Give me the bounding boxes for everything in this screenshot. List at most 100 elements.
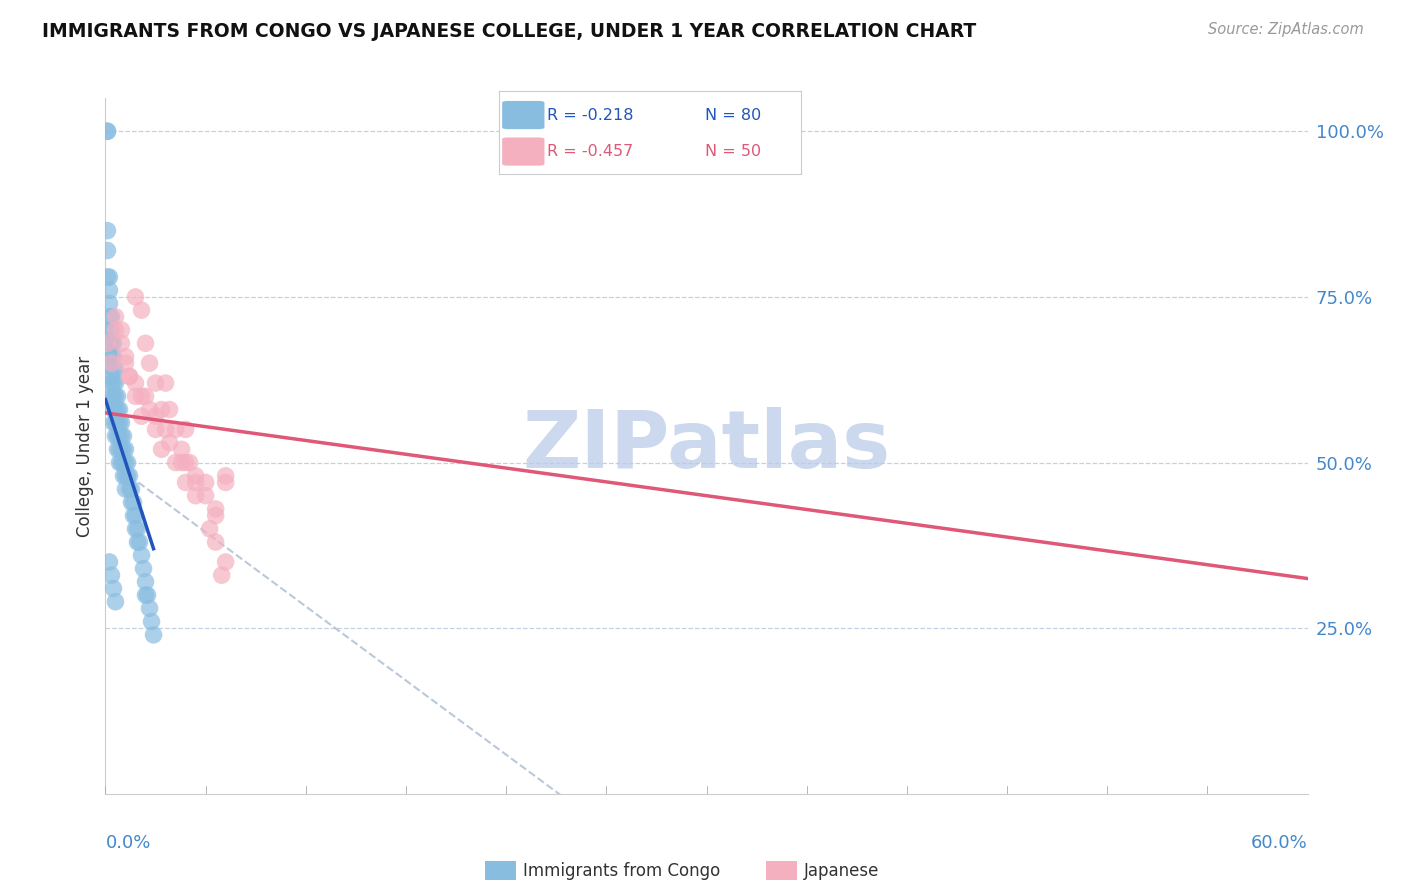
Point — [132, 561, 155, 575]
Point — [117, 468, 139, 483]
Point — [211, 568, 233, 582]
Point — [110, 323, 132, 337]
Point — [174, 422, 197, 436]
Point — [170, 456, 193, 470]
Point — [184, 475, 207, 490]
FancyBboxPatch shape — [502, 101, 544, 129]
Point — [104, 363, 127, 377]
Text: 60.0%: 60.0% — [1251, 834, 1308, 852]
Point — [100, 568, 122, 582]
Point — [184, 468, 207, 483]
Text: Source: ZipAtlas.com: Source: ZipAtlas.com — [1208, 22, 1364, 37]
Point — [100, 369, 122, 384]
Text: Immigrants from Congo: Immigrants from Congo — [523, 862, 720, 880]
Point — [107, 416, 129, 430]
Point — [100, 356, 122, 370]
Point — [112, 468, 135, 483]
Point — [122, 495, 145, 509]
Point — [170, 442, 193, 457]
Point — [112, 429, 135, 443]
Point — [98, 323, 121, 337]
Text: R = -0.218: R = -0.218 — [547, 108, 634, 122]
Point — [107, 389, 129, 403]
Point — [98, 283, 121, 297]
Point — [131, 303, 153, 318]
Point — [100, 389, 122, 403]
Point — [135, 389, 157, 403]
Point — [145, 422, 167, 436]
Point — [96, 124, 118, 138]
Point — [145, 409, 167, 424]
Point — [124, 508, 146, 523]
Point — [100, 350, 122, 364]
Point — [204, 535, 226, 549]
Point — [122, 508, 145, 523]
Point — [114, 350, 136, 364]
Point — [141, 615, 163, 629]
Point — [179, 456, 201, 470]
Point — [104, 402, 127, 417]
Point — [117, 456, 139, 470]
Point — [96, 224, 118, 238]
Point — [98, 555, 121, 569]
Point — [128, 535, 150, 549]
Point — [121, 482, 143, 496]
Point — [114, 456, 136, 470]
Point — [96, 244, 118, 258]
Point — [124, 522, 146, 536]
Point — [103, 336, 125, 351]
Point — [112, 456, 135, 470]
Point — [96, 270, 118, 285]
Text: ZIPatlas: ZIPatlas — [523, 407, 890, 485]
Point — [110, 456, 132, 470]
Point — [112, 442, 135, 457]
Point — [104, 310, 127, 324]
Point — [118, 369, 141, 384]
Point — [107, 429, 129, 443]
Point — [138, 601, 160, 615]
Point — [204, 502, 226, 516]
Point — [138, 356, 160, 370]
Point — [103, 350, 125, 364]
Point — [135, 336, 157, 351]
Point — [136, 588, 159, 602]
Point — [155, 376, 177, 390]
Point — [110, 336, 132, 351]
Point — [108, 442, 131, 457]
Point — [96, 124, 118, 138]
Point — [98, 336, 121, 351]
Point — [103, 582, 125, 596]
Point — [108, 429, 131, 443]
Point — [124, 290, 146, 304]
Point — [100, 356, 122, 370]
Point — [114, 468, 136, 483]
Point — [104, 376, 127, 390]
Point — [194, 489, 217, 503]
Point — [150, 442, 173, 457]
Text: Japanese: Japanese — [804, 862, 880, 880]
Point — [107, 402, 129, 417]
Point — [104, 389, 127, 403]
Point — [98, 310, 121, 324]
Point — [121, 495, 143, 509]
Point — [100, 310, 122, 324]
Point — [131, 549, 153, 563]
Point — [150, 402, 173, 417]
Point — [110, 442, 132, 457]
Point — [107, 442, 129, 457]
Point — [104, 323, 127, 337]
Point — [104, 416, 127, 430]
Point — [100, 323, 122, 337]
Point — [114, 356, 136, 370]
Point — [131, 389, 153, 403]
Point — [131, 409, 153, 424]
Point — [124, 389, 146, 403]
Point — [184, 489, 207, 503]
Point — [135, 588, 157, 602]
Point — [142, 628, 165, 642]
Point — [204, 508, 226, 523]
Point — [127, 535, 149, 549]
Point — [127, 522, 149, 536]
Text: N = 50: N = 50 — [704, 144, 761, 159]
Point — [165, 456, 187, 470]
